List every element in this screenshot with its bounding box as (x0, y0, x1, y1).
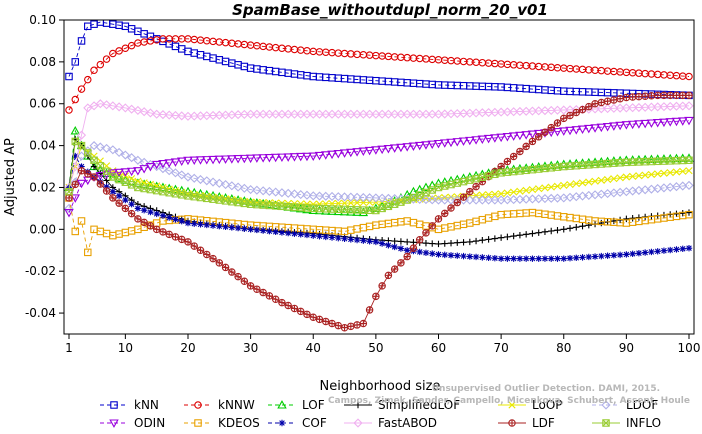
legend: kNN kNNW LOF SimplifiedLOF LoOP LDOF ODIN KDEOS… (100, 398, 661, 430)
y-tick-label: -0.02 (25, 264, 56, 278)
legend-label: kNNW (218, 398, 255, 412)
x-axis: 1 10 20 30 40 50 60 70 80 90 100 (65, 334, 700, 355)
x-tick-label: 80 (556, 341, 571, 355)
legend-item-knnw: kNNW (184, 398, 255, 412)
legend-item-kdeos: KDEOS (184, 416, 260, 430)
x-tick-label: 10 (118, 341, 133, 355)
y-axis-label: Adjusted AP (3, 138, 18, 216)
y-tick-label: 0.02 (29, 180, 56, 194)
legend-item-lof: LOF (268, 398, 325, 412)
series-knn (65, 20, 693, 100)
x-tick-label: 70 (493, 341, 508, 355)
legend-label: COF (302, 416, 327, 430)
series-odin (64, 116, 694, 218)
legend-label: FastABOD (378, 416, 437, 430)
legend-item-inflo: INFLO (592, 416, 661, 430)
legend-label: LDOF (626, 398, 658, 412)
y-tick-label: 0.04 (29, 139, 56, 153)
legend-item-simplifiedlof: SimplifiedLOF (344, 398, 460, 412)
legend-item-ldof: LDOF (592, 398, 658, 412)
legend-item-knn: kNN (100, 398, 159, 412)
series-kdeos (65, 194, 693, 257)
legend-label: KDEOS (218, 416, 260, 430)
legend-item-loop: LoOP (498, 398, 563, 412)
legend-label: kNN (134, 398, 159, 412)
watermark-line1: Unsupervised Outlier Detection. DAMI, 20… (432, 384, 660, 394)
x-tick-label: 90 (619, 341, 634, 355)
x-axis-label: Neighborhood size (320, 379, 441, 394)
chart-title: SpamBase_withoutdupl_norm_20_v01 (232, 1, 548, 19)
series-line (68, 154, 690, 260)
y-tick-label: -0.04 (25, 306, 56, 320)
series-layer (64, 20, 694, 332)
y-tick-label: 0.00 (29, 222, 56, 236)
series-line (68, 140, 690, 211)
series-line (68, 144, 690, 205)
legend-label: LoOP (532, 398, 563, 412)
legend-item-odin: ODIN (100, 416, 165, 430)
watermark: Campos, Zimek, Sander, Campello, Micenko… (328, 396, 690, 406)
y-tick-label: 0.06 (29, 97, 56, 111)
y-tick-label: 0.08 (29, 55, 56, 69)
series-knnw (65, 35, 693, 114)
series-line (68, 38, 690, 111)
series-loop (65, 142, 693, 208)
legend-item-cof: COF (268, 416, 327, 430)
x-tick-label: 1 (65, 341, 73, 355)
legend-label: LOF (302, 398, 325, 412)
legend-label: SimplifiedLOF (378, 398, 460, 412)
x-tick-label: 30 (243, 341, 258, 355)
legend-item-ldf: LDF (498, 416, 555, 430)
x-tick-label: 40 (306, 341, 321, 355)
series-cof (65, 152, 693, 262)
x-tick-label: 100 (678, 341, 701, 355)
plot-frame (63, 19, 695, 335)
y-tick-label: 0.10 (29, 13, 56, 27)
series-inflo (65, 137, 693, 215)
x-tick-label: 60 (431, 341, 446, 355)
series-line (68, 120, 690, 213)
series-ldf (65, 91, 693, 332)
series-line (68, 103, 690, 188)
x-tick-label: 50 (368, 341, 383, 355)
x-tick-label: 20 (180, 341, 195, 355)
legend-label: INFLO (626, 416, 661, 430)
legend-item-fastabod: FastABOD (344, 416, 437, 430)
legend-label: LDF (532, 416, 555, 430)
y-axis: -0.04 -0.02 0.00 0.02 0.04 0.06 0.08 0.10 (25, 13, 64, 320)
legend-label: ODIN (134, 416, 165, 430)
